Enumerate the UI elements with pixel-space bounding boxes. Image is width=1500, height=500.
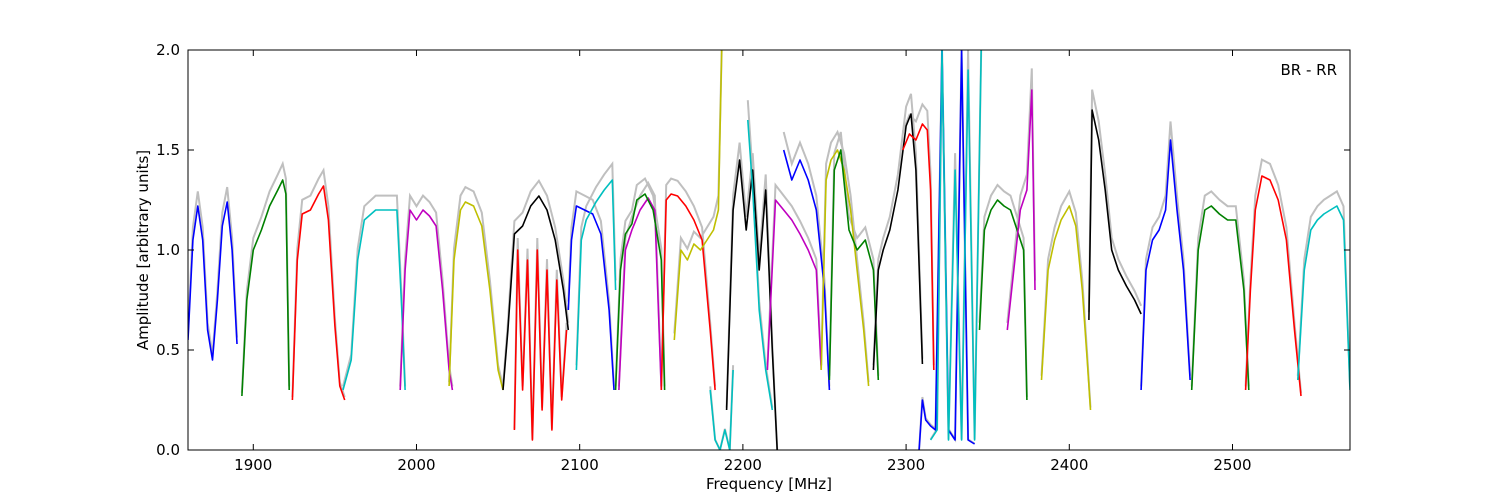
- series-line-22: [902, 123, 935, 371]
- x-tick-label: 1900: [234, 456, 272, 474]
- background-series-12: [660, 177, 717, 387]
- x-tick-label: 2100: [561, 456, 599, 474]
- series-line-32: [1297, 205, 1350, 391]
- y-tick-label: 0.0: [156, 441, 180, 459]
- background-series-9: [575, 160, 617, 366]
- background-series-18: [782, 131, 831, 387]
- y-tick-label: 1.0: [156, 241, 180, 259]
- series-line-26: [1006, 89, 1036, 331]
- series-line-4: [399, 209, 454, 391]
- series-line-2: [291, 185, 346, 401]
- x-tick-label: 2000: [397, 456, 435, 474]
- series-line-20: [828, 149, 880, 381]
- series-line-7: [513, 249, 568, 441]
- annotation-label: BR - RR: [1280, 61, 1337, 79]
- series-line-28: [1088, 109, 1142, 321]
- y-tick-label: 1.5: [156, 141, 180, 159]
- series-line-13: [673, 50, 723, 341]
- background-series-8: [567, 189, 615, 387]
- background-series-1: [240, 160, 291, 393]
- series-line-30: [1190, 205, 1250, 391]
- background-series-25: [978, 183, 1028, 398]
- y-tick-label: 2.0: [156, 41, 180, 59]
- series-line-31: [1244, 175, 1302, 397]
- background-series-17: [766, 182, 823, 366]
- series-line-27: [1040, 205, 1092, 411]
- y-tick-label: 0.5: [156, 341, 180, 359]
- background-series-29: [1140, 121, 1192, 387]
- plot-area: [188, 50, 1350, 450]
- series-line-10: [618, 197, 663, 391]
- series-line-0: [188, 201, 238, 361]
- y-axis-title: Amplitude [arbitrary units]: [134, 150, 152, 350]
- series-line-29: [1140, 139, 1191, 391]
- series-line-14: [709, 369, 734, 450]
- series-line-18: [782, 149, 831, 391]
- x-tick-label: 2500: [1213, 456, 1251, 474]
- series-line-6: [502, 195, 570, 391]
- series-line-17: [766, 199, 822, 371]
- background-series-19: [820, 129, 870, 383]
- x-tick-label: 2200: [724, 456, 762, 474]
- axes-ticks: 1900 2000 2100 2200 2300 2400 2500 0.0 0.5 1.0 1.5…: [156, 41, 1350, 474]
- background-series-32: [1296, 189, 1350, 387]
- background-series-11: [614, 177, 666, 387]
- series-line-5: [448, 201, 504, 391]
- background-series-30: [1190, 190, 1250, 387]
- x-axis-title: Frequency [MHz]: [706, 475, 832, 493]
- series-line-19: [820, 149, 870, 387]
- series-line-8: [567, 205, 615, 391]
- series-line-12: [660, 193, 716, 391]
- x-tick-label: 2400: [1050, 456, 1088, 474]
- series-line-21: [872, 113, 924, 371]
- background-series-21: [872, 93, 924, 366]
- series-line-1: [241, 179, 290, 397]
- series-line-3: [342, 209, 406, 391]
- series-line-16: [747, 119, 774, 411]
- series-line-9: [575, 179, 617, 371]
- series-line-24: [929, 50, 982, 441]
- series-line-25: [978, 199, 1028, 401]
- series-line-23: [918, 50, 976, 450]
- background-series-28: [1087, 89, 1143, 313]
- series-line-11: [614, 193, 666, 391]
- x-tick-label: 2300: [887, 456, 925, 474]
- background-series-22: [901, 102, 935, 366]
